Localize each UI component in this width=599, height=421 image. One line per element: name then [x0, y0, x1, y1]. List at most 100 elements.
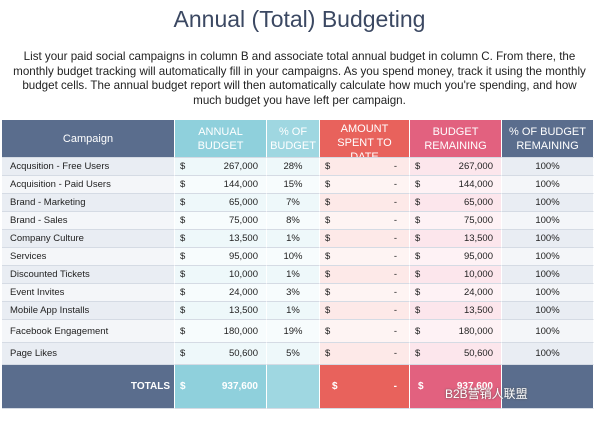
currency: $ [325, 215, 331, 226]
campaign-name: Facebook Engagement [10, 325, 109, 337]
table-cell: 5% [267, 343, 320, 365]
budget-remaining: 13,500 [463, 305, 493, 316]
budget-remaining: 95,000 [463, 251, 493, 262]
remaining-percent: 100% [535, 197, 560, 208]
table-cell: $65,000 [410, 194, 502, 212]
table-cell: $50,600 [175, 343, 267, 365]
remaining-percent: 100% [535, 305, 560, 316]
currency: $ [325, 348, 331, 359]
table-cell: $13,500 [175, 230, 267, 248]
totals-cell: $ - [320, 365, 410, 409]
currency: $ [325, 325, 331, 337]
amount-spent: - [393, 251, 397, 262]
campaign-name: Brand - Sales [10, 215, 68, 226]
campaign-name: Acqusition - Free Users [10, 161, 110, 172]
remaining-percent: 100% [535, 251, 560, 262]
table-cell: Brand - Marketing [2, 194, 175, 212]
table-cell: $267,000 [410, 158, 502, 176]
table-cell: Acqusition - Free Users [2, 158, 175, 176]
table-cell: 100% [502, 284, 594, 302]
header-text: % OF BUDGET REMAINING [508, 125, 586, 152]
currency: $ [415, 215, 421, 226]
totals-cell [502, 365, 594, 409]
budget-remaining: 180,000 [458, 325, 493, 337]
remaining-percent: 100% [535, 287, 560, 298]
amount-spent: - [393, 215, 397, 226]
table-cell: 28% [267, 158, 320, 176]
annual-budget: 13,500 [228, 305, 258, 316]
total-spent: - [393, 381, 397, 392]
currency: $ [415, 287, 421, 298]
campaign-name: Brand - Marketing [10, 197, 86, 208]
currency: $ [415, 305, 421, 316]
annual-budget: 144,000 [223, 179, 258, 190]
totals-cell: $937,600 [175, 365, 267, 409]
table-cell: Page Likes [2, 343, 175, 365]
currency: $ [325, 161, 331, 172]
watermark: B2B营销人联盟 [445, 387, 528, 401]
table-cell: Mobile App Installs [2, 302, 175, 320]
campaign-name: Services [10, 251, 47, 262]
total-budget: 937,600 [221, 381, 258, 392]
budget-percent: 28% [283, 161, 303, 172]
remaining-percent: 100% [535, 215, 560, 226]
table-cell: 100% [502, 343, 594, 365]
table-cell: 100% [502, 176, 594, 194]
table-cell: 3% [267, 284, 320, 302]
remaining-percent: 100% [535, 269, 560, 280]
currency: $ [180, 197, 186, 208]
currency: $ [180, 381, 186, 392]
currency: $ [180, 161, 186, 172]
budget-remaining: 65,000 [463, 197, 493, 208]
currency: $ [325, 251, 331, 262]
table-cell: Discounted Tickets [2, 266, 175, 284]
table-cell: 1% [267, 266, 320, 284]
amount-spent: - [393, 197, 397, 208]
currency: $ [180, 305, 186, 316]
totals-cell: TOTALS [2, 365, 175, 409]
table-cell: 100% [502, 230, 594, 248]
currency: $ [418, 381, 424, 392]
table-cell: $95,000 [175, 248, 267, 266]
budget-percent: 1% [286, 305, 300, 316]
table-cell: $13,500 [410, 302, 502, 320]
budget-percent: 8% [286, 215, 300, 226]
remaining-percent: 100% [535, 325, 560, 337]
total-remaining: 937,600 [456, 381, 493, 392]
column-header: AMOUNT SPENT TO DATE [320, 120, 410, 158]
annual-budget: 95,000 [228, 251, 258, 262]
budget-percent: 19% [283, 325, 303, 337]
currency: $ [180, 179, 186, 190]
table-cell: 7% [267, 194, 320, 212]
table-cell: 100% [502, 194, 594, 212]
campaign-name: Page Likes [10, 348, 58, 359]
header-text: Campaign [62, 132, 114, 145]
campaign-name: Discounted Tickets [10, 269, 90, 280]
table-cell: Facebook Engagement [2, 320, 175, 343]
table-cell: 100% [502, 248, 594, 266]
table-cell: 1% [267, 302, 320, 320]
amount-spent: - [393, 161, 397, 172]
amount-spent: - [393, 233, 397, 244]
budget-percent: 1% [286, 269, 300, 280]
currency: $ [415, 197, 421, 208]
table-cell: 1% [267, 230, 320, 248]
table-cell: $ - [320, 302, 410, 320]
table-cell: $267,000 [175, 158, 267, 176]
amount-spent: - [393, 325, 397, 337]
totals-cell: $937,600 [410, 365, 502, 409]
currency: $ [325, 197, 331, 208]
currency: $ [415, 269, 421, 280]
description: List your paid social campaigns in colum… [13, 50, 586, 107]
table-cell: Brand - Sales [2, 212, 175, 230]
remaining-percent: 100% [535, 179, 560, 190]
table-cell: $144,000 [175, 176, 267, 194]
table-cell: $24,000 [175, 284, 267, 302]
table-cell: 15% [267, 176, 320, 194]
amount-spent: - [393, 287, 397, 298]
table-cell: $65,000 [175, 194, 267, 212]
currency: $ [180, 251, 186, 262]
campaign-name: Company Culture [10, 233, 84, 244]
table-cell: $180,000 [175, 320, 267, 343]
table-cell: 100% [502, 158, 594, 176]
